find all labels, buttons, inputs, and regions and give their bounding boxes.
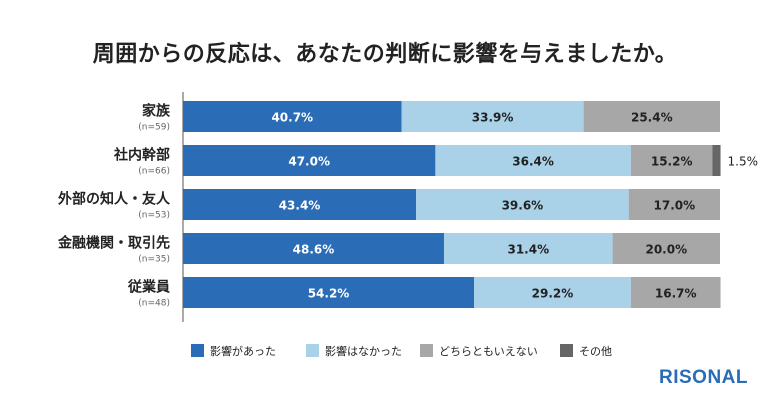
bar-segment xyxy=(583,101,720,132)
data-label: 15.2% xyxy=(651,155,693,169)
data-label: 36.4% xyxy=(512,155,554,169)
legend-swatch xyxy=(191,344,204,357)
data-label: 20.0% xyxy=(645,243,687,257)
legend-swatch xyxy=(420,344,433,357)
data-label: 47.0% xyxy=(288,155,330,169)
data-label: 17.0% xyxy=(654,199,696,213)
sample-size-label: (n=53) xyxy=(138,211,170,221)
category-label: 従業員 xyxy=(127,279,170,296)
bar-segment xyxy=(443,233,613,264)
legend-label: その他 xyxy=(579,345,612,358)
bar-segment xyxy=(474,277,631,308)
sample-size-label: (n=59) xyxy=(138,123,170,133)
data-label: 1.5% xyxy=(728,155,759,169)
chart-title: 周囲からの反応は、あなたの判断に影響を与えましたか。 xyxy=(92,42,678,67)
sample-size-label: (n=35) xyxy=(138,255,170,265)
data-label: 48.6% xyxy=(293,243,335,257)
bar-segment xyxy=(628,189,720,220)
legend-label: どちらともいえない xyxy=(439,345,538,358)
legend-label: 影響があった xyxy=(210,344,276,358)
category-label: 外部の知人・友人 xyxy=(58,191,171,208)
bar-segment xyxy=(401,101,584,132)
data-label: 39.6% xyxy=(502,199,544,213)
data-label: 25.4% xyxy=(631,111,673,125)
bar-segment xyxy=(712,145,721,176)
bar-segment xyxy=(630,145,713,176)
data-label: 16.7% xyxy=(655,287,697,301)
sample-size-label: (n=66) xyxy=(138,167,170,177)
bar-segment xyxy=(630,277,721,308)
data-label: 29.2% xyxy=(532,287,574,301)
legend-label: 影響はなかった xyxy=(325,344,402,358)
data-label: 31.4% xyxy=(507,243,549,257)
data-label: 43.4% xyxy=(279,199,321,213)
data-label: 54.2% xyxy=(308,287,350,301)
data-label: 33.9% xyxy=(472,111,514,125)
data-label: 40.7% xyxy=(271,111,313,125)
legend-swatch xyxy=(560,344,573,357)
legend-swatch xyxy=(306,344,319,357)
bar-segment xyxy=(183,189,417,220)
bar-segment xyxy=(435,145,631,176)
bar-segment xyxy=(183,277,475,308)
category-label: 社内幹部 xyxy=(113,147,170,164)
sample-size-label: (n=48) xyxy=(138,299,170,309)
brand-logo: RISONAL xyxy=(659,367,748,388)
bar-segment xyxy=(183,145,436,176)
bar-segment xyxy=(183,101,402,132)
bar-segment xyxy=(612,233,720,264)
category-label: 家族 xyxy=(142,103,171,120)
bar-segment xyxy=(416,189,629,220)
bar-segment xyxy=(183,233,444,264)
category-label: 金融機関・取引先 xyxy=(57,235,170,252)
